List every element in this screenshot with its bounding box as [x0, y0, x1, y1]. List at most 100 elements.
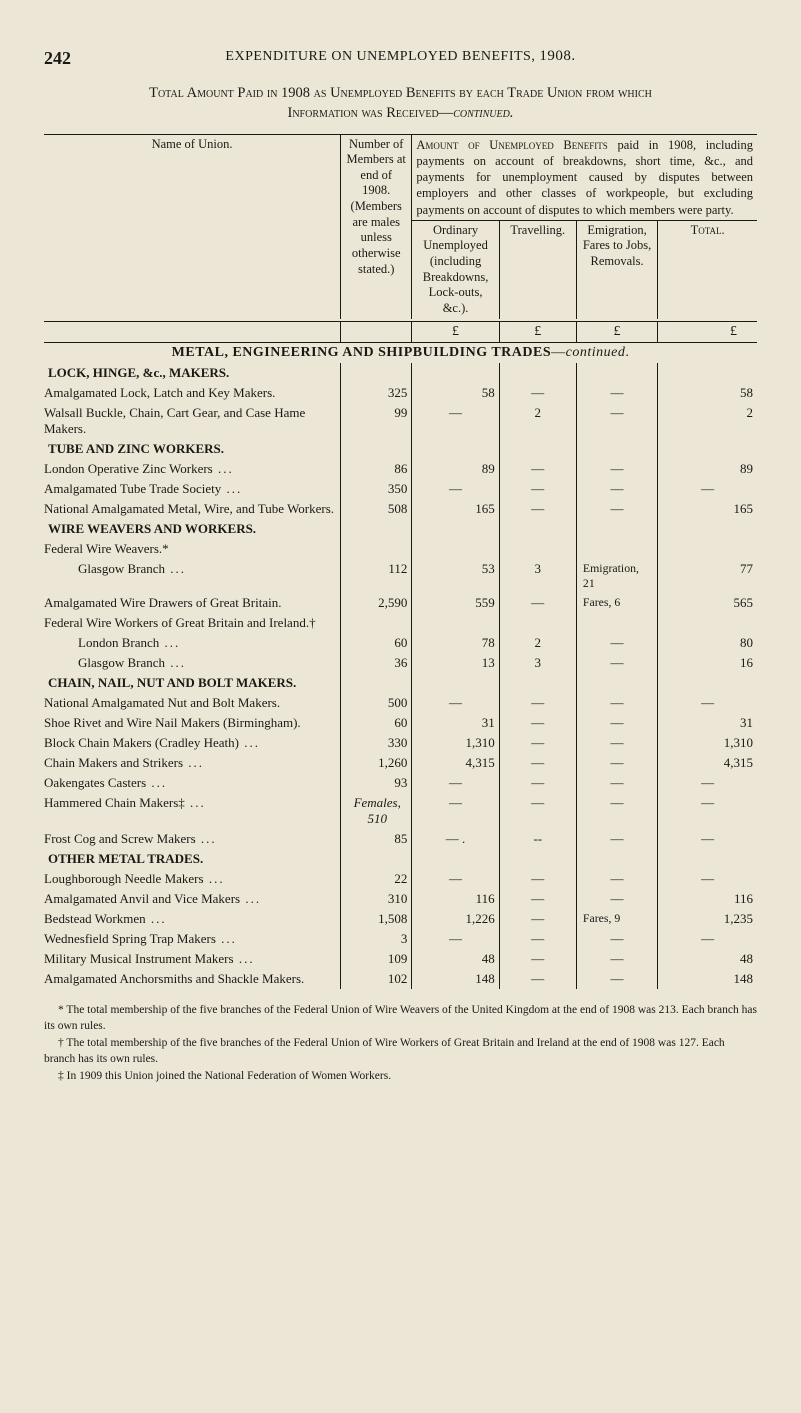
table-row: London Operative Zinc Workers8689——89 [44, 459, 757, 479]
row-emigration: Fares, 9 [576, 909, 657, 929]
table-row: Federal Wire Weavers.* [44, 539, 757, 559]
table-row: Walsall Buckle, Chain, Cart Gear, and Ca… [44, 403, 757, 439]
row-travelling: — [499, 593, 576, 613]
footnote-3: ‡ In 1909 this Union joined the National… [44, 1069, 757, 1085]
row-name: Oakengates Casters [44, 773, 341, 793]
row-travelling: — [499, 929, 576, 949]
table-row: National Amalgamated Metal, Wire, and Tu… [44, 499, 757, 519]
row-total: 4,315 [658, 753, 757, 773]
hdr-travelling: Travelling. [499, 220, 576, 318]
row-name: Frost Cog and Screw Makers [44, 829, 341, 849]
table-row: Chain Makers and Strikers1,2604,315——4,3… [44, 753, 757, 773]
row-emigration: — [576, 753, 657, 773]
row-members: Females, 510 [341, 793, 412, 829]
row-travelling: -- [499, 829, 576, 849]
row-ordinary: 58 [412, 383, 499, 403]
table-row: Federal Wire Workers of Great Britain an… [44, 613, 757, 633]
row-members: 86 [341, 459, 412, 479]
row-name: Amalgamated Tube Trade Society [44, 479, 341, 499]
row-emigration: — [576, 949, 657, 969]
row-total: 565 [658, 593, 757, 613]
row-emigration: — [576, 693, 657, 713]
row-travelling: — [499, 499, 576, 519]
row-name: Loughborough Needle Makers [44, 869, 341, 889]
table-row: Amalgamated Lock, Latch and Key Makers.3… [44, 383, 757, 403]
group-heading: LOCK, HINGE, &c., MAKERS. [44, 363, 341, 383]
row-ordinary: 89 [412, 459, 499, 479]
row-name: Glasgow Branch [44, 559, 341, 594]
group-heading-row: OTHER METAL TRADES. [44, 849, 757, 869]
row-emigration: — [576, 969, 657, 989]
row-ordinary: 1,226 [412, 909, 499, 929]
row-members: 60 [341, 633, 412, 653]
row-ordinary: — . [412, 829, 499, 849]
row-total: 89 [658, 459, 757, 479]
section-heading: METAL, ENGINEERING AND SHIPBUILDING TRAD… [44, 343, 757, 363]
row-ordinary: — [412, 793, 499, 829]
row-travelling: — [499, 909, 576, 929]
row-name: Amalgamated Lock, Latch and Key Makers. [44, 383, 341, 403]
row-total: — [658, 693, 757, 713]
footnote-1: * The total membership of the five branc… [44, 1003, 757, 1034]
row-travelling: — [499, 479, 576, 499]
row-emigration: — [576, 733, 657, 753]
row-members: 112 [341, 559, 412, 594]
row-ordinary: 559 [412, 593, 499, 613]
row-travelling: 2 [499, 403, 576, 439]
row-members: 1,260 [341, 753, 412, 773]
row-travelling: — [499, 773, 576, 793]
hdr-total: Total. [658, 220, 757, 318]
hdr-emigration: Emigration, Fares to Jobs, Removals. [576, 220, 657, 318]
row-ordinary: 78 [412, 633, 499, 653]
hdr-name-of-union: Name of Union. [44, 135, 341, 319]
title-continued: continued. [453, 105, 513, 121]
group-heading: TUBE AND ZINC WORKERS. [44, 439, 341, 459]
row-members: 350 [341, 479, 412, 499]
row-name: Chain Makers and Strikers [44, 753, 341, 773]
row-travelling: — [499, 889, 576, 909]
row-members: 60 [341, 713, 412, 733]
row-emigration: — [576, 929, 657, 949]
row-ordinary: 13 [412, 653, 499, 673]
row-emigration: — [576, 403, 657, 439]
row-emigration: Emigra­tion, 21 [576, 559, 657, 594]
section-heading-row: METAL, ENGINEERING AND SHIPBUILDING TRAD… [44, 343, 757, 363]
row-name: London Branch [44, 633, 341, 653]
row-name: National Amalgamated Nut and Bolt Makers… [44, 693, 341, 713]
row-name: Wednesfield Spring Trap Makers [44, 929, 341, 949]
table-row: Military Musical Instrument Makers10948—… [44, 949, 757, 969]
row-total: 116 [658, 889, 757, 909]
row-ordinary: 48 [412, 949, 499, 969]
row-ordinary: 53 [412, 559, 499, 594]
row-name: Shoe Rivet and Wire Nail Makers (Birming… [44, 713, 341, 733]
row-total: — [658, 793, 757, 829]
row-members: 109 [341, 949, 412, 969]
row-travelling: — [499, 869, 576, 889]
row-members: 102 [341, 969, 412, 989]
row-total: — [658, 773, 757, 793]
row-travelling: — [499, 753, 576, 773]
table-row: Amalgamated Anvil and Vice Makers310116—… [44, 889, 757, 909]
row-total: — [658, 479, 757, 499]
row-emigration: — [576, 793, 657, 829]
row-name: Amalgamated Anvil and Vice Makers [44, 889, 341, 909]
hdr-ordinary: Ordinary Unemployed (including Breakdown… [412, 220, 499, 318]
pound-total: £ [658, 321, 757, 342]
hdr-members: Number of Members at end of 1908. (Membe… [341, 135, 412, 319]
running-header: EXPENDITURE ON UNEMPLOYED BENEFITS, 1908… [44, 48, 757, 65]
row-travelling: — [499, 713, 576, 733]
row-name: Bedstead Workmen [44, 909, 341, 929]
row-travelling: — [499, 459, 576, 479]
row-ordinary: 165 [412, 499, 499, 519]
row-name: National Amalgamated Metal, Wire, and Tu… [44, 499, 341, 519]
footnote-2: † The total membership of the five branc… [44, 1036, 757, 1067]
row-travelling: — [499, 383, 576, 403]
row-total: 1,235 [658, 909, 757, 929]
row-ordinary: — [412, 479, 499, 499]
running-header-year: 1908. [539, 48, 575, 64]
row-members: 22 [341, 869, 412, 889]
table-row: Oakengates Casters93———— [44, 773, 757, 793]
row-emigration: — [576, 459, 657, 479]
row-travelling: — [499, 969, 576, 989]
row-emigration: — [576, 713, 657, 733]
